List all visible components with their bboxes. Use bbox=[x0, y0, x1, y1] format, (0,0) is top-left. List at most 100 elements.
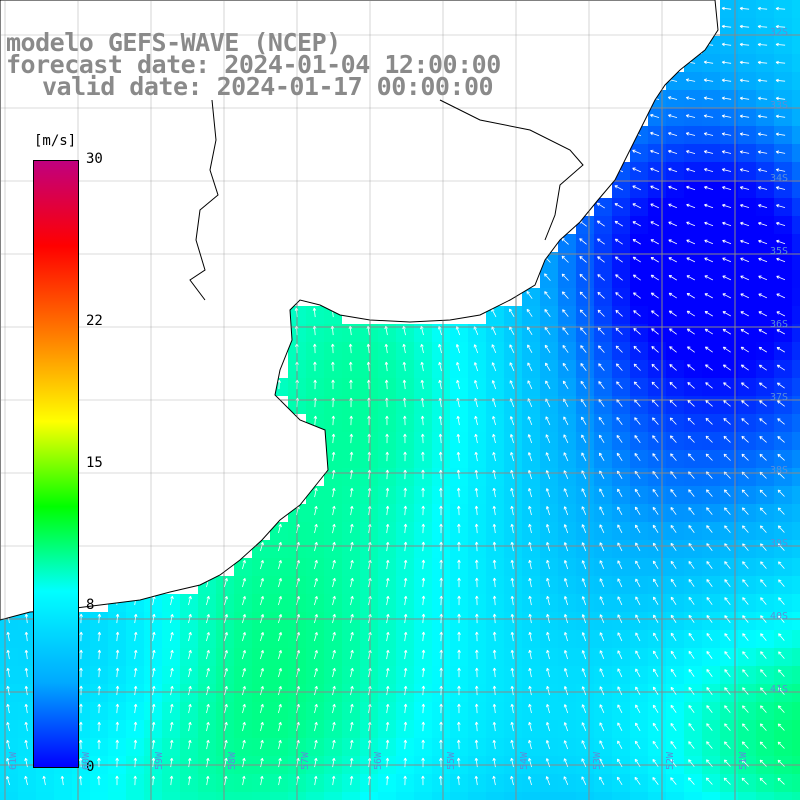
wind-arrow bbox=[615, 345, 623, 353]
wind-arrow bbox=[78, 757, 83, 768]
wind-speed-cell bbox=[792, 342, 800, 360]
wind-arrow bbox=[759, 400, 767, 407]
wind-arrow bbox=[741, 741, 749, 749]
wind-arrow bbox=[169, 721, 174, 732]
wind-speed-cell bbox=[792, 378, 800, 396]
wind-arrow bbox=[527, 344, 533, 353]
wind-arrow bbox=[650, 239, 659, 245]
wind-arrow bbox=[721, 78, 732, 83]
wind-arrow bbox=[599, 524, 605, 534]
wind-arrow bbox=[668, 257, 677, 263]
wind-arrow bbox=[545, 740, 550, 750]
wind-arrow bbox=[456, 469, 461, 480]
wind-speed-cell bbox=[648, 792, 666, 800]
wind-arrow bbox=[133, 721, 138, 732]
wind-arrow bbox=[617, 722, 623, 731]
wind-arrow bbox=[474, 685, 479, 696]
wind-arrow bbox=[421, 559, 426, 570]
wind-arrow bbox=[632, 239, 642, 245]
wind-arrow bbox=[741, 382, 749, 389]
wind-arrow bbox=[457, 577, 461, 588]
wind-arrow bbox=[385, 451, 389, 462]
wind-arrow bbox=[563, 578, 568, 588]
wind-arrow bbox=[615, 292, 623, 299]
wind-arrow bbox=[545, 506, 550, 516]
wind-arrow bbox=[760, 633, 767, 641]
wind-arrow bbox=[24, 667, 29, 678]
wind-arrow bbox=[615, 309, 623, 317]
wind-arrow bbox=[722, 221, 732, 227]
wind-arrow bbox=[617, 758, 623, 768]
wind-arrow bbox=[617, 596, 623, 606]
wind-arrow bbox=[563, 452, 569, 462]
wind-arrow bbox=[224, 668, 228, 678]
wind-arrow bbox=[739, 60, 750, 65]
wind-arrow bbox=[403, 667, 408, 678]
wind-arrow bbox=[439, 559, 443, 570]
wind-arrow bbox=[776, 311, 786, 317]
wind-arrow bbox=[668, 185, 678, 191]
wind-arrow bbox=[528, 523, 532, 534]
wind-arrow bbox=[563, 740, 569, 750]
wind-arrow bbox=[686, 150, 696, 154]
wind-arrow bbox=[313, 343, 317, 354]
wind-arrow bbox=[133, 631, 138, 642]
wind-arrow bbox=[385, 523, 390, 534]
wind-arrow bbox=[599, 560, 605, 570]
wind-arrow bbox=[579, 238, 587, 245]
wind-arrow bbox=[563, 776, 569, 786]
wind-arrow bbox=[688, 686, 695, 695]
wind-arrow bbox=[616, 381, 623, 389]
wind-speed-cell bbox=[792, 198, 800, 216]
wind-arrow bbox=[596, 220, 605, 227]
wind-arrow bbox=[760, 597, 767, 605]
wind-arrow bbox=[60, 775, 65, 786]
wind-arrow bbox=[188, 703, 192, 714]
wind-arrow bbox=[473, 344, 479, 354]
wind-arrow bbox=[492, 505, 497, 516]
colorbar-tick-label: 0 bbox=[86, 759, 95, 775]
title-forecast-date: forecast date: 2024-01-04 12:00:00 bbox=[6, 50, 501, 79]
wind-arrow bbox=[757, 150, 768, 154]
wind-speed-cell bbox=[792, 54, 800, 72]
wind-arrow bbox=[653, 668, 659, 678]
wind-arrow bbox=[598, 363, 605, 371]
wind-arrow bbox=[457, 703, 461, 714]
latitude-label: 32S bbox=[770, 27, 789, 38]
wind-arrow bbox=[79, 685, 83, 696]
wind-arrow bbox=[188, 667, 192, 678]
wind-arrow bbox=[724, 525, 731, 533]
wind-arrow bbox=[777, 507, 785, 515]
wind-arrow bbox=[668, 167, 678, 173]
wind-arrow bbox=[242, 632, 246, 642]
wind-speed-cell bbox=[792, 18, 800, 36]
wind-arrow bbox=[278, 578, 282, 588]
wind-arrow bbox=[652, 417, 659, 425]
wind-arrow bbox=[650, 274, 660, 281]
wind-arrow bbox=[739, 6, 750, 11]
wind-arrow bbox=[349, 433, 354, 444]
wind-arrow bbox=[546, 595, 550, 606]
wind-arrow bbox=[6, 685, 10, 696]
wind-speed-cell bbox=[666, 792, 684, 800]
wind-arrow bbox=[650, 292, 659, 299]
wind-arrow bbox=[170, 649, 174, 660]
wind-arrow bbox=[151, 685, 156, 696]
wind-arrow bbox=[545, 362, 551, 372]
longitude-label: 52W bbox=[665, 751, 676, 770]
title-valid-date: valid date: 2024-01-17 00:00:00 bbox=[42, 72, 494, 101]
wind-arrow bbox=[242, 739, 246, 750]
wind-arrow bbox=[739, 24, 750, 29]
wind-arrow bbox=[724, 669, 731, 677]
wind-arrow bbox=[545, 488, 551, 498]
wind-arrow bbox=[669, 328, 677, 335]
wind-arrow bbox=[24, 703, 29, 714]
wind-arrow bbox=[224, 685, 228, 696]
wind-arrow bbox=[206, 667, 210, 678]
wind-arrow bbox=[349, 757, 354, 768]
wind-arrow bbox=[758, 204, 768, 208]
wind-arrow bbox=[704, 203, 714, 209]
wind-arrow bbox=[635, 632, 641, 642]
wind-arrow bbox=[260, 757, 264, 768]
wind-arrow bbox=[491, 380, 497, 390]
